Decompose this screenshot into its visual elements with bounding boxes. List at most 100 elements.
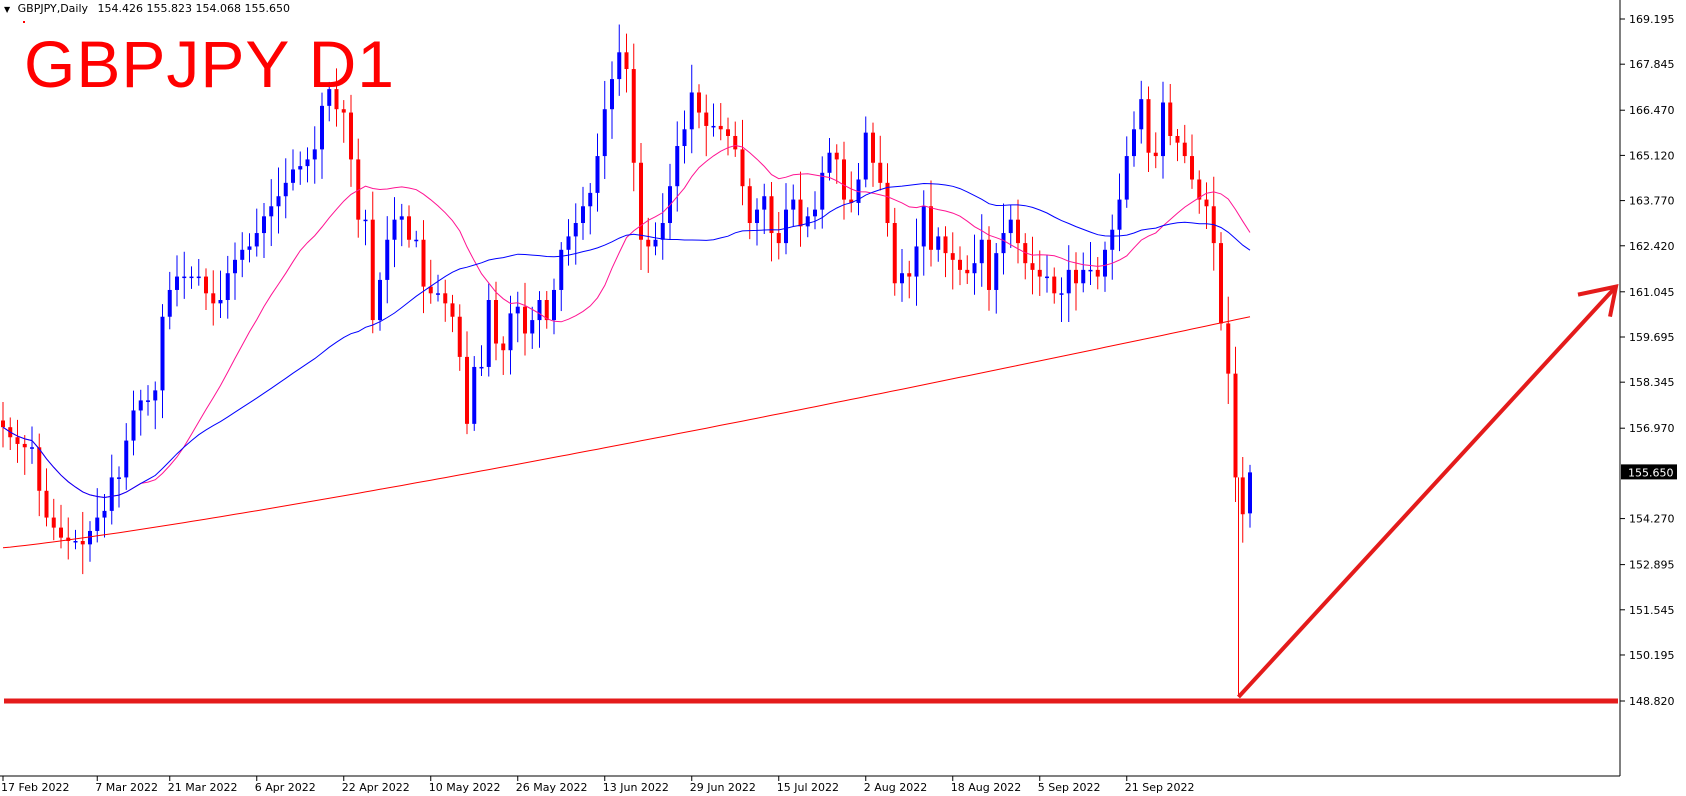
candle-body: [138, 400, 143, 411]
plot-background: [0, 0, 1620, 776]
candle-body: [907, 273, 912, 277]
candle-body: [827, 152, 832, 173]
candle-body: [1088, 269, 1093, 272]
candle-body: [1233, 373, 1238, 478]
x-tick-label: 10 May 2022: [429, 781, 501, 794]
candle-body: [697, 92, 701, 113]
candle-body: [450, 303, 455, 317]
candle-body: [1146, 99, 1151, 153]
y-tick-label: 159.695: [1629, 331, 1675, 344]
candle-body: [675, 146, 680, 187]
candle-body: [914, 246, 919, 277]
x-axis-labels: 17 Feb 2022 7 Mar 2022 21 Mar 2022 6 Apr 20…: [1, 776, 1194, 794]
candle-body: [102, 510, 107, 518]
candle-body: [733, 135, 738, 150]
candle-body: [958, 259, 962, 270]
candle-body: [465, 356, 469, 424]
candle-body: [370, 219, 375, 321]
candle-body: [1066, 269, 1071, 294]
candle-body: [921, 206, 926, 247]
y-tick-label: 156.970: [1629, 422, 1675, 435]
candle-body: [269, 206, 274, 217]
candle-body: [291, 169, 295, 183]
y-tick-label: 165.120: [1629, 149, 1675, 162]
candle-body: [1030, 263, 1035, 270]
candle-body: [341, 109, 346, 113]
candle-body: [849, 199, 854, 203]
candle-body: [124, 440, 129, 478]
candle-body: [1103, 249, 1107, 277]
candle-body: [900, 273, 904, 284]
candle-body: [59, 527, 63, 538]
candle-body: [1161, 102, 1165, 157]
candle-body: [80, 541, 85, 545]
candle-body: [639, 162, 643, 240]
y-tick-label: 161.045: [1629, 286, 1675, 299]
candle-body: [1, 420, 5, 428]
candle-body: [689, 92, 694, 130]
dropdown-triangle-icon[interactable]: ▼: [4, 5, 11, 14]
candle-body: [726, 129, 730, 136]
marker-dot: [23, 21, 25, 23]
candle-body: [436, 293, 440, 295]
candle-body: [863, 132, 868, 180]
candle-body: [595, 156, 600, 193]
candle-body: [349, 112, 353, 160]
ma-slow-line: [2, 316, 1251, 549]
candles-group: [1, 24, 1252, 697]
candle-body: [987, 239, 991, 290]
candle-body: [1052, 276, 1057, 294]
candle-body: [1182, 142, 1187, 157]
candle-body: [233, 259, 237, 274]
y-tick-label: 148.820: [1629, 695, 1675, 708]
candle-body: [588, 192, 593, 207]
candle-body: [494, 300, 498, 344]
y-tick-label: 158.345: [1629, 376, 1675, 389]
arrow-head: [1577, 284, 1619, 318]
chart-header: ▼ GBPJPY,Daily 154.426 155.823 154.068 1…: [4, 2, 290, 15]
candle-body: [1045, 276, 1049, 279]
candle-body: [1074, 269, 1078, 284]
y-tick-label: 163.770: [1629, 195, 1675, 208]
symbol-info: GBPJPY,Daily: [17, 2, 89, 15]
candle-body: [682, 129, 687, 147]
candle-body: [885, 182, 890, 224]
ma-mid-line: [2, 182, 1251, 499]
x-tick-label: 21 Sep 2022: [1125, 781, 1195, 794]
candle-body: [73, 541, 78, 543]
candle-body: [189, 276, 194, 279]
candle-body: [813, 209, 817, 217]
candle-body: [1204, 199, 1209, 207]
candle-body: [581, 206, 585, 224]
candle-body: [704, 112, 709, 126]
candle-body: [610, 79, 614, 110]
y-tick-label: 152.895: [1629, 559, 1675, 572]
candle-body: [537, 300, 542, 321]
x-tick-label: 7 Mar 2022: [95, 781, 158, 794]
chart-title: GBPJPY D1: [24, 27, 395, 101]
candle-body: [262, 216, 266, 234]
y-tick-label: 150.195: [1629, 649, 1675, 662]
candle-body: [146, 400, 150, 402]
candle-body: [95, 517, 100, 531]
candle-body: [211, 293, 216, 304]
candle-body: [298, 166, 303, 170]
candle-body: [965, 269, 970, 274]
candle-body: [979, 239, 984, 264]
candle-body: [182, 276, 187, 279]
candle-body: [486, 300, 491, 367]
candle-body: [363, 219, 368, 222]
candle-body: [1117, 199, 1122, 230]
candle-body: [117, 477, 121, 479]
y-axis-labels: 169.195 167.845 166.470 165.120 163.770 162.4…: [1620, 13, 1677, 708]
candle-body: [356, 159, 361, 220]
y-tick-label: 151.545: [1629, 604, 1675, 617]
x-tick-label: 6 Apr 2022: [255, 781, 316, 794]
candle-body: [414, 239, 419, 242]
candle-body: [950, 253, 955, 260]
candle-body: [508, 313, 513, 351]
x-tick-label: 17 Feb 2022: [1, 781, 69, 794]
candle-body: [160, 316, 165, 391]
candle-body: [1226, 323, 1231, 374]
